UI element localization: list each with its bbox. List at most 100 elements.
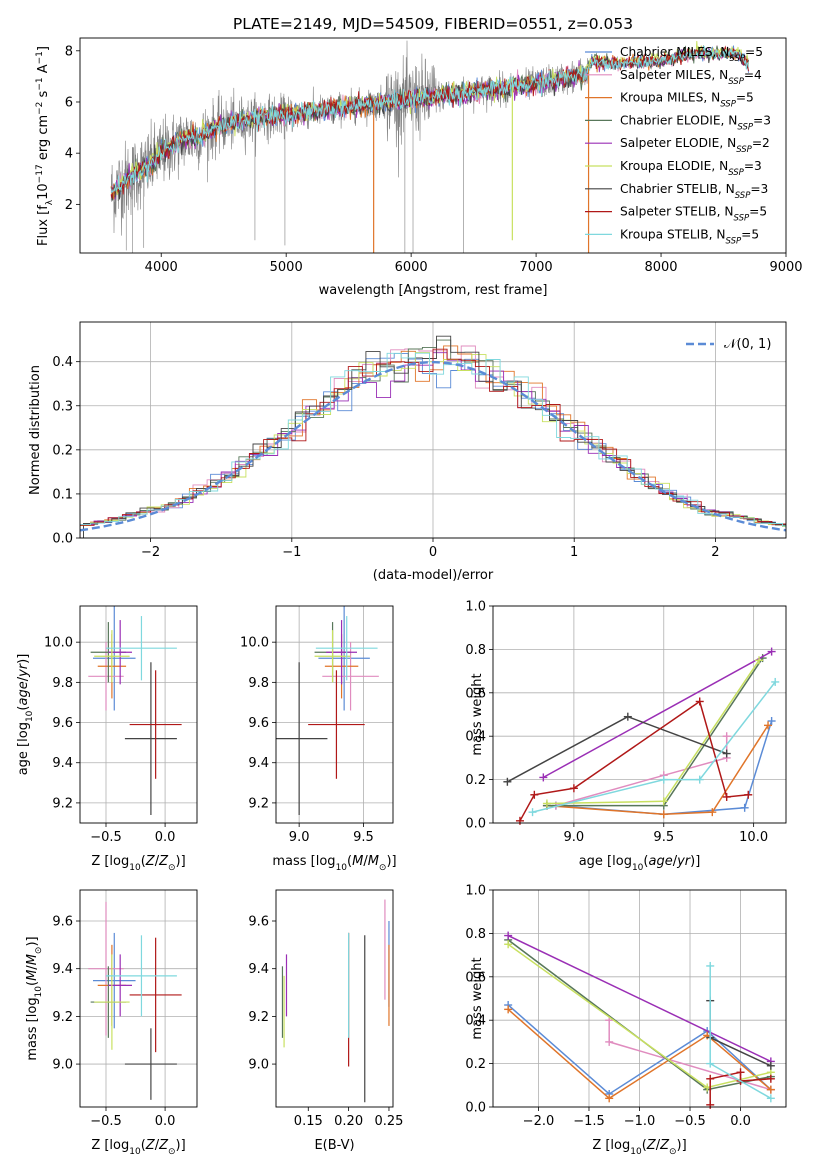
legend-label-text: Kroupa STELIB, N: [620, 227, 726, 241]
weight_Z-ytick-label: 1.0: [465, 884, 486, 899]
spectrum-frame: [79, 37, 787, 254]
weight_Z-xlabel-part: 10: [630, 1147, 642, 1157]
spectrum-model-line: [110, 45, 749, 199]
age_Z-ylabel-part: yr: [16, 662, 31, 678]
age_mass-xlabel-part: )]: [386, 854, 396, 869]
age_mass-ytick-label: 10.0: [240, 636, 269, 651]
mass_Z-frame: [79, 889, 198, 1108]
weight_Z-ytick-label: 0.0: [465, 1101, 486, 1116]
legend-label-post: =3: [744, 159, 762, 173]
mass_Z-xlabel-part: (: [141, 1138, 146, 1153]
residuals-xtick-label: 2: [711, 545, 719, 560]
spectrum-ylabel-part: Flux [f: [36, 205, 51, 246]
weight_age-xtick-label: 9.0: [564, 830, 585, 845]
spectrum-xtick-label: 5000: [270, 260, 303, 275]
spectrum-ylabel-part: −2: [35, 102, 45, 115]
mass_Z-ytick-label: 9.4: [52, 962, 73, 977]
legend-label-post: =5: [749, 205, 767, 219]
spectrum-xtick-label: 7000: [520, 260, 553, 275]
mass_ebv-axes: 0.15 0.20 0.25 9.0 9.2 9.4 9.6: [248, 915, 403, 1130]
weight_age-series-line: [507, 715, 727, 783]
legend-label-post: =3: [750, 182, 768, 196]
legend-label-post: =4: [744, 68, 762, 82]
spectrum-ylabel-part: A: [36, 64, 51, 77]
age_Z-xlabel: Z [log10(Z/Z⊙)]: [91, 854, 185, 873]
weight_Z-xlabel-part: (: [642, 1138, 647, 1153]
mass_Z-ylabel-part: ⊙: [34, 947, 44, 955]
spectrum-ylabel-part: s: [36, 90, 51, 101]
age_Z-ytick-label: 9.6: [52, 716, 73, 731]
age_Z-ylabel-part: /: [16, 676, 31, 681]
legend-label-post: =3: [753, 113, 771, 127]
mass_Z-ylabel-part: 10: [34, 986, 44, 998]
residuals-ylabel: Normed distribution: [28, 365, 43, 495]
mass_ebv-frame: [275, 889, 394, 1108]
weight_age-xlabel: age [log10(age/yr)]: [579, 854, 701, 873]
weight_age-xtick-label: 9.5: [653, 830, 674, 845]
age_Z-xlabel-part: ⊙: [168, 863, 176, 873]
legend-label-sub: SSP: [737, 122, 753, 132]
legend-label-text: Kroupa MILES, N: [620, 91, 720, 105]
weight_age-xlabel-part: 10: [632, 863, 644, 873]
weight_age-series-line: [542, 650, 772, 779]
legend-label-sub: SSP: [736, 145, 752, 155]
residuals-xtick-label: 1: [570, 545, 578, 560]
mass_Z-xlabel-part: Z: [145, 1138, 156, 1153]
spectrum-ytick-label: 8: [65, 44, 73, 59]
age_Z-xtick-label: 0.0: [155, 830, 176, 845]
age_Z-ytick-label: 9.2: [52, 796, 73, 811]
spectrum-xtick-label: 6000: [395, 260, 428, 275]
mass_Z-ylabel-part: M: [25, 954, 40, 965]
residual-histogram-step: [83, 352, 786, 538]
age_mass-xlabel-part: M: [352, 854, 363, 869]
weight_age-ytick-label: 0.2: [465, 773, 486, 788]
spectrum-xtick-label: 9000: [769, 260, 802, 275]
age_mass-ytick-label: 9.2: [248, 796, 269, 811]
weight_Z-xlabel-part: Z [log: [592, 1138, 630, 1153]
residual-histogram-step: [80, 352, 786, 527]
residuals-ytick-label: 0.3: [52, 399, 73, 414]
weight_age-ytick-label: 0.8: [465, 643, 486, 658]
mass_Z-xlabel-part: 10: [129, 1147, 141, 1157]
legend-label: Salpeter STELIB, NSSP=5: [620, 205, 767, 224]
age_mass-xlabel-part: mass [log: [272, 854, 335, 869]
age_Z-xlabel-part: )]: [176, 854, 186, 869]
legend-label-post: =5: [745, 45, 763, 59]
mass_Z-ylabel: mass [log10(M/M⊙)]: [25, 936, 44, 1060]
legend-label-sub: SSP: [729, 54, 745, 64]
mass_ebv-xlabel-part: E(B-V): [314, 1138, 354, 1153]
legend-label-post: =2: [752, 136, 770, 150]
age_Z-ylabel-part: (: [16, 706, 31, 711]
residuals-ytick-label: 0.2: [52, 443, 73, 458]
weight_age-ytick-label: 0.4: [465, 730, 486, 745]
age_mass-xlabel-part: (: [347, 854, 352, 869]
age_mass-axes: 9.0 9.5 9.2 9.4 9.6 9.8 10.0: [240, 606, 393, 845]
legend-label-text: Kroupa ELODIE, N: [620, 159, 728, 173]
weight_age-xtick-label: 10.0: [739, 830, 768, 845]
legend-label: Kroupa ELODIE, NSSP=3: [620, 159, 762, 178]
spectrum-ytick-label: 6: [65, 95, 73, 110]
weight_Z-xlabel-part: Z: [659, 1138, 670, 1153]
mass_ebv-ytick-label: 9.2: [248, 1010, 269, 1025]
weight_Z-xlabel-part: )]: [677, 1138, 687, 1153]
age_Z-xtick-label: −0.5: [90, 830, 122, 845]
age_mass-xlabel-part: /: [363, 854, 368, 869]
legend-label-sub: SSP: [726, 236, 742, 246]
residuals-xtick-label: −1: [282, 545, 301, 560]
spectrum-ylabel-part: erg cm: [36, 115, 51, 164]
weight_Z-series-line: [507, 1004, 772, 1095]
legend-label-sub: SSP: [728, 77, 744, 87]
age_Z-ylabel-part: age [log: [16, 722, 31, 775]
mass_Z-ytick-label: 9.2: [52, 1010, 73, 1025]
mass_Z-xlabel-part: Z [log: [91, 1138, 129, 1153]
residual-histogram-step: [80, 352, 786, 527]
residual-histogram-step: [80, 348, 786, 538]
weight_Z-xtick-label: −1.5: [573, 1114, 605, 1129]
legend-label-sub: SSP: [728, 168, 744, 178]
weight_age-series-line: [546, 724, 769, 816]
spectrum-xtick-label: 8000: [644, 260, 677, 275]
age_Z-ylabel: age [log10(age/yr)]: [16, 654, 35, 776]
weight_Z-xtick-label: −0.5: [674, 1114, 706, 1129]
weight_Z-ylabel: mass weight: [470, 957, 485, 1039]
